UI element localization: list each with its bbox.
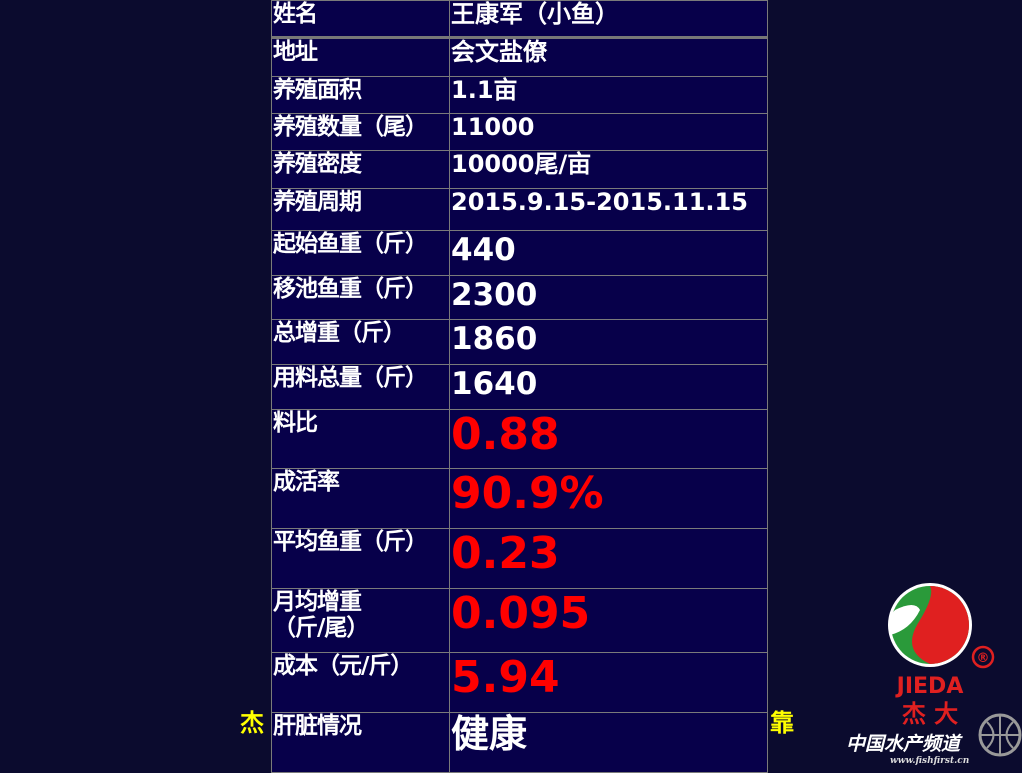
row-label: 养殖面积 xyxy=(271,76,450,114)
table-row: 起始鱼重（斤） 440 xyxy=(271,230,768,276)
table-row: 肝脏情况 健康 xyxy=(271,712,768,773)
row-value: 11000 xyxy=(449,113,768,151)
table-row: 料比 0.88 xyxy=(271,409,768,469)
jieda-emblem-icon: ® JIEDA 杰 大 中国水产频道 www.fishfirst.cn xyxy=(846,583,1022,766)
row-value: 10000尾/亩 xyxy=(449,150,768,189)
background-caption-left: 杰 xyxy=(240,709,264,737)
row-label: 姓名 xyxy=(271,0,450,39)
row-value: 1640 xyxy=(449,364,768,410)
table-row: 地址 会文盐僚 xyxy=(271,37,768,77)
row-value-highlight: 0.095 xyxy=(449,588,768,653)
row-label-line2: （斤/尾） xyxy=(273,615,369,642)
row-label: 起始鱼重（斤） xyxy=(271,230,450,276)
brand-cn: 杰 大 xyxy=(902,700,958,728)
row-value-highlight: 5.94 xyxy=(449,652,768,713)
jieda-logo: ® JIEDA 杰 大 中国水产频道 www.fishfirst.cn xyxy=(840,580,1022,768)
table-row: 用料总量（斤） 1640 xyxy=(271,364,768,410)
row-label: 月均增重 （斤/尾） xyxy=(271,588,450,653)
row-value: 健康 xyxy=(449,712,768,773)
table-row: 总增重（斤） 1860 xyxy=(271,319,768,365)
row-value: 440 xyxy=(449,230,768,276)
table-row: 移池鱼重（斤） 2300 xyxy=(271,275,768,320)
watermark-text: 中国水产频道 xyxy=(846,733,963,755)
row-label: 成活率 xyxy=(271,468,450,529)
row-label: 成本（元/斤） xyxy=(271,652,450,713)
row-value-highlight: 90.9% xyxy=(449,468,768,529)
brand-en: JIEDA xyxy=(895,674,964,699)
row-value: 会文盐僚 xyxy=(449,37,768,77)
row-value: 1.1亩 xyxy=(449,76,768,114)
table-row: 姓名 王康军（小鱼） xyxy=(271,0,768,39)
table-row: 成活率 90.9% xyxy=(271,468,768,529)
table-row: 养殖面积 1.1亩 xyxy=(271,76,768,114)
row-label: 肝脏情况 xyxy=(271,712,450,773)
background-caption-right: 靠 xyxy=(770,709,794,737)
row-label: 地址 xyxy=(271,37,450,77)
row-label: 用料总量（斤） xyxy=(271,364,450,410)
row-label: 养殖周期 xyxy=(271,188,450,231)
row-label: 移池鱼重（斤） xyxy=(271,275,450,320)
row-label: 总增重（斤） xyxy=(271,319,450,365)
row-value: 1860 xyxy=(449,319,768,365)
table-row: 养殖密度 10000尾/亩 xyxy=(271,150,768,189)
table-row: 月均增重 （斤/尾） 0.095 xyxy=(271,588,768,653)
row-value: 王康军（小鱼） xyxy=(449,0,768,39)
row-label-line1: 月均增重 xyxy=(273,589,362,616)
row-label: 料比 xyxy=(271,409,450,469)
row-value: 2300 xyxy=(449,275,768,320)
table-row: 成本（元/斤） 5.94 xyxy=(271,652,768,713)
table-row: 养殖数量（尾） 11000 xyxy=(271,113,768,151)
table-row: 养殖周期 2015.9.15-2015.11.15 xyxy=(271,188,768,231)
watermark-url: www.fishfirst.cn xyxy=(890,756,969,766)
row-label: 平均鱼重（斤） xyxy=(271,528,450,589)
row-value-highlight: 0.88 xyxy=(449,409,768,469)
table-row: 平均鱼重（斤） 0.23 xyxy=(271,528,768,589)
row-value: 2015.9.15-2015.11.15 xyxy=(449,188,768,231)
row-value-highlight: 0.23 xyxy=(449,528,768,589)
registered-mark: ® xyxy=(977,651,990,666)
row-label: 养殖密度 xyxy=(271,150,450,189)
pond-data-table: 姓名 王康军（小鱼） 地址 会文盐僚 养殖面积 1.1亩 养殖数量（尾） 11000 养… xyxy=(271,0,768,773)
row-label: 养殖数量（尾） xyxy=(271,113,450,151)
